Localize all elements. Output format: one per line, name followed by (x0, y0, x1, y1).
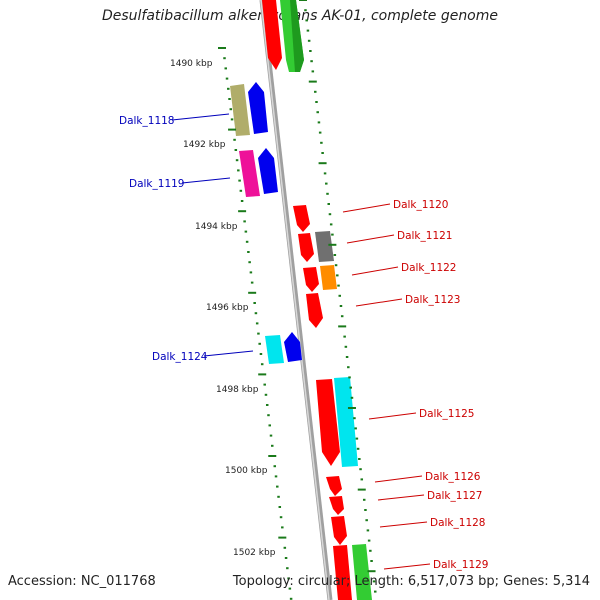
gene-arrow-dalk1121 (298, 233, 314, 262)
accession-text: Accession: NC_011768 (8, 574, 156, 589)
gene-arrow-dalk1118 (248, 82, 268, 134)
kbp-label-1498: 1498 kbp (216, 385, 259, 395)
kbp-label-1494: 1494 kbp (195, 222, 238, 232)
gene-arrow-dalk1126 (326, 476, 342, 496)
genome-summary-text: Topology: circular; Length: 6,517,073 bp… (232, 574, 590, 589)
gene-label-dalk1124[interactable]: Dalk_1124 (152, 351, 208, 363)
gene-label-dalk1119[interactable]: Dalk_1119 (129, 178, 185, 190)
gene-label-dalk1129[interactable]: Dalk_1129 (433, 559, 489, 571)
gene-label-dalk1127[interactable]: Dalk_1127 (427, 490, 483, 502)
kbp-label-1490: 1490 kbp (170, 59, 213, 69)
gene-arrow-dalk1129a (333, 545, 352, 600)
gene-arrow-dalk1127 (329, 496, 344, 515)
kbp-label-1502: 1502 kbp (233, 548, 276, 558)
leader-lines (171, 113, 431, 570)
gene-arrow-dalk1125a (316, 379, 340, 466)
genome-backbone (259, 0, 333, 600)
kbp-label-1492: 1492 kbp (183, 140, 226, 150)
gene-arrow-dalk1119 (258, 148, 278, 194)
gene-arrow-dalk1122 (320, 265, 337, 290)
gene-arrow-dalk1124 (284, 332, 302, 362)
gene-label-dalk1121[interactable]: Dalk_1121 (397, 230, 453, 242)
gene-label-dalk1118[interactable]: Dalk_1118 (119, 115, 175, 127)
gene-arrow-dalk1122a (303, 267, 319, 292)
tick-rails (218, 0, 377, 600)
gene-label-dalk1122[interactable]: Dalk_1122 (401, 262, 457, 274)
gene-label-dalk1126[interactable]: Dalk_1126 (425, 471, 481, 483)
genome-title: Desulfatibacillum alkenivorans AK-01, co… (101, 8, 499, 24)
gene-label-dalk1125[interactable]: Dalk_1125 (419, 408, 475, 420)
kbp-label-1496: 1496 kbp (206, 303, 249, 313)
gene-arrow-dalk1118a (230, 84, 250, 136)
gene-label-dalk1128[interactable]: Dalk_1128 (430, 517, 486, 529)
gene-arrow-top-green-shade (290, 0, 304, 72)
gene-arrow-dalk1124a (265, 335, 284, 364)
gene-arrow-dalk1125 (334, 377, 358, 467)
gene-arrow-dalk1123 (306, 293, 323, 328)
gene-arrow-dalk1129 (352, 544, 372, 600)
gene-label-dalk1120[interactable]: Dalk_1120 (393, 199, 449, 211)
genome-backbone-highlight (260, 0, 330, 600)
gene-arrow-dalk1128 (331, 516, 347, 545)
gene-arrows (230, 0, 372, 600)
gene-arrow-dalk1119a (239, 150, 260, 197)
gene-arrow-top-red (262, 0, 282, 70)
gene-arrow-dalk1120 (293, 205, 310, 232)
kbp-label-1500: 1500 kbp (225, 466, 268, 476)
gene-arrow-dalk1121b (315, 231, 334, 262)
gene-label-dalk1123[interactable]: Dalk_1123 (405, 294, 461, 306)
